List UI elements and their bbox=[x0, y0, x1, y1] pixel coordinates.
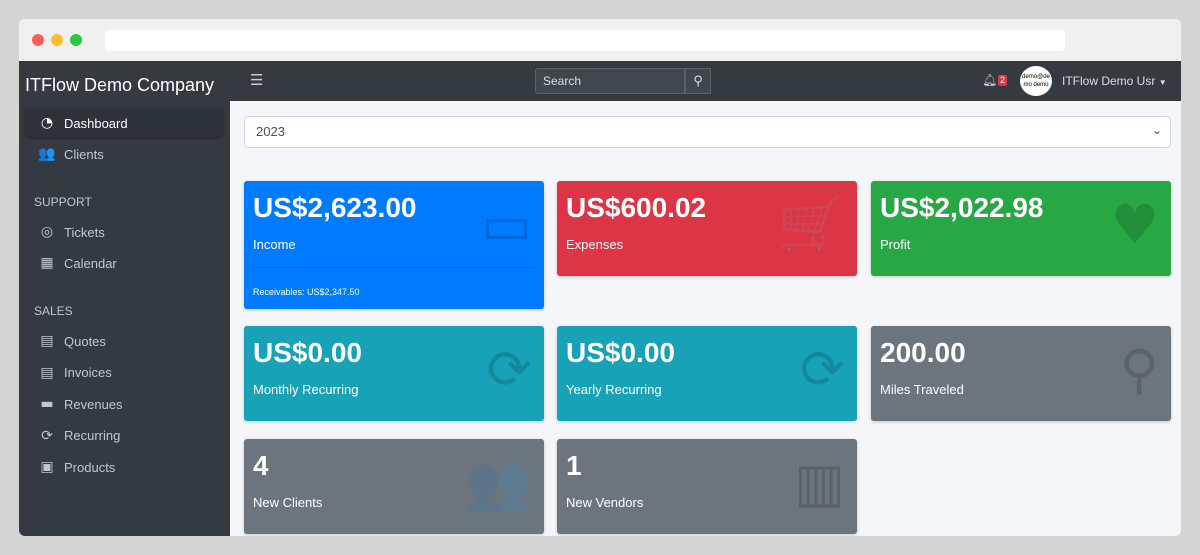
receivables-text: Receivables: US$2,347.50 bbox=[253, 287, 360, 297]
stat-value: US$2,623.00 bbox=[253, 192, 417, 223]
sidebar-item-products[interactable]: ▣ Products bbox=[25, 453, 223, 481]
user-menu[interactable]: ITFlow Demo Usr ▼ bbox=[1062, 74, 1167, 88]
sync-icon: ⟳ bbox=[486, 338, 532, 401]
stat-value: US$0.00 bbox=[253, 337, 362, 368]
maximize-dot[interactable] bbox=[70, 34, 82, 46]
sidebar-item-revenues[interactable]: ▬ Revenues bbox=[25, 390, 223, 418]
sidebar-item-label: Calendar bbox=[64, 255, 117, 271]
tachometer-icon: ◔ bbox=[40, 115, 54, 131]
stat-label: Monthly Recurring bbox=[253, 382, 359, 397]
stat-card-new-vendors[interactable]: ▥ 1 New Vendors bbox=[557, 439, 857, 534]
minimize-dot[interactable] bbox=[51, 34, 63, 46]
caret-down-icon: ▼ bbox=[1158, 78, 1167, 87]
stat-value: 200.00 bbox=[880, 337, 966, 368]
sidebar-item-label: Recurring bbox=[64, 428, 121, 443]
heart-icon: ♥ bbox=[1110, 193, 1159, 256]
stat-card-yearly-recurring[interactable]: ⟳ US$0.00 Yearly Recurring bbox=[557, 326, 857, 421]
sidebar-item-calendar[interactable]: ▦ Calendar bbox=[25, 249, 223, 277]
stat-card-expenses[interactable]: 🛒 US$600.02 Expenses bbox=[557, 181, 857, 276]
stat-value: 1 bbox=[566, 450, 582, 481]
main-content: 2023 ⌄ ▭ US$2,623.00 Income Receivables: U… bbox=[230, 101, 1181, 536]
sidebar-item-label: Clients bbox=[64, 146, 104, 162]
users-icon: 👥 bbox=[38, 146, 56, 162]
users-icon: 👥 bbox=[464, 451, 532, 514]
sidebar-item-label: Dashboard bbox=[64, 115, 128, 131]
brand[interactable]: ITFlow Demo Company bbox=[25, 75, 215, 95]
shopping-cart-icon: 🛒 bbox=[777, 193, 845, 256]
sync-icon: ⟳ bbox=[41, 427, 53, 444]
stat-label: New Clients bbox=[253, 495, 323, 510]
stat-card-new-clients[interactable]: 👥 4 New Clients bbox=[244, 439, 544, 534]
search-input[interactable]: Search bbox=[535, 68, 685, 94]
avatar[interactable]: demo@demo demo bbox=[1020, 66, 1052, 96]
user-name: ITFlow Demo Usr bbox=[1062, 74, 1156, 88]
stat-card-miles-traveled[interactable]: ⚲ 200.00 Miles Traveled bbox=[871, 326, 1171, 421]
sidebar-item-dashboard[interactable]: ◔ Dashboard bbox=[25, 109, 223, 137]
search-button[interactable]: ⚲ bbox=[685, 68, 711, 94]
top-navbar: ☰ Search ⚲ 🔔︎ 2 demo@demo demo ITFlow De… bbox=[230, 61, 1181, 101]
section-header-sales: SALES bbox=[34, 304, 73, 318]
stat-value: US$2,022.98 bbox=[880, 192, 1044, 223]
stat-label: Profit bbox=[880, 237, 911, 252]
bell-icon[interactable]: 🔔︎ bbox=[982, 73, 996, 87]
sidebar-item-label: Invoices bbox=[64, 365, 112, 380]
year-value: 2023 bbox=[256, 124, 285, 139]
stat-label: New Vendors bbox=[566, 495, 644, 510]
notification-badge: 2 bbox=[998, 75, 1008, 86]
sidebar-item-clients[interactable]: 👥 Clients bbox=[25, 140, 223, 168]
sidebar-item-invoices[interactable]: ▤ Invoices bbox=[25, 359, 223, 387]
sidebar-item-recurring[interactable]: ⟳ Recurring bbox=[25, 422, 223, 450]
calendar-icon: ▦ bbox=[40, 255, 54, 271]
stat-label: Income bbox=[253, 237, 296, 252]
stat-label: Expenses bbox=[566, 237, 624, 252]
credit-card-icon: ▬ bbox=[40, 396, 54, 412]
file-icon: ▤ bbox=[40, 333, 54, 349]
menu-toggle-icon[interactable]: ☰ bbox=[250, 71, 264, 89]
sidebar-item-label: Quotes bbox=[64, 333, 106, 349]
box-icon: ▣ bbox=[40, 459, 54, 475]
stat-card-profit[interactable]: ♥ US$2,022.98 Profit bbox=[871, 181, 1171, 276]
credit-card-icon: ▭ bbox=[480, 193, 532, 256]
sync-icon: ⟳ bbox=[799, 338, 845, 401]
sidebar-item-quotes[interactable]: ▤ Quotes bbox=[25, 327, 223, 355]
invoice-icon: ▤ bbox=[40, 364, 54, 381]
stat-card-income[interactable]: ▭ US$2,623.00 Income Receivables: US$2,34… bbox=[244, 181, 544, 309]
section-header-support: SUPPORT bbox=[34, 195, 92, 209]
life-ring-icon: ◎ bbox=[40, 224, 54, 240]
sidebar: ITFlow Demo Company ◔ Dashboard 👥 Clients SU… bbox=[19, 61, 230, 536]
chevron-down-icon: ⌄ bbox=[1151, 123, 1162, 137]
browser-window: ITFlow Demo Company ◔ Dashboard 👥 Clients SU… bbox=[19, 19, 1181, 536]
year-select[interactable]: 2023 ⌄ bbox=[244, 116, 1171, 148]
card-divider bbox=[253, 267, 535, 268]
building-icon: ▥ bbox=[793, 451, 845, 514]
search-icon: ⚲ bbox=[693, 73, 703, 88]
stat-card-monthly-recurring[interactable]: ⟳ US$0.00 Monthly Recurring bbox=[244, 326, 544, 421]
browser-chrome bbox=[19, 19, 1181, 61]
stat-label: Miles Traveled bbox=[880, 382, 964, 397]
stat-value: US$0.00 bbox=[566, 337, 675, 368]
sidebar-item-label: Products bbox=[64, 459, 116, 475]
stat-value: 4 bbox=[253, 450, 269, 481]
close-dot[interactable] bbox=[32, 34, 44, 46]
sidebar-item-label: Revenues bbox=[64, 396, 123, 412]
route-icon: ⚲ bbox=[1119, 338, 1159, 401]
avatar-text: demo@demo demo bbox=[1022, 74, 1050, 88]
stat-label: Yearly Recurring bbox=[566, 382, 662, 397]
sidebar-item-tickets[interactable]: ◎ Tickets bbox=[25, 218, 223, 246]
stat-value: US$600.02 bbox=[566, 192, 707, 223]
sidebar-item-label: Tickets bbox=[64, 224, 105, 240]
url-bar[interactable] bbox=[105, 30, 1065, 51]
